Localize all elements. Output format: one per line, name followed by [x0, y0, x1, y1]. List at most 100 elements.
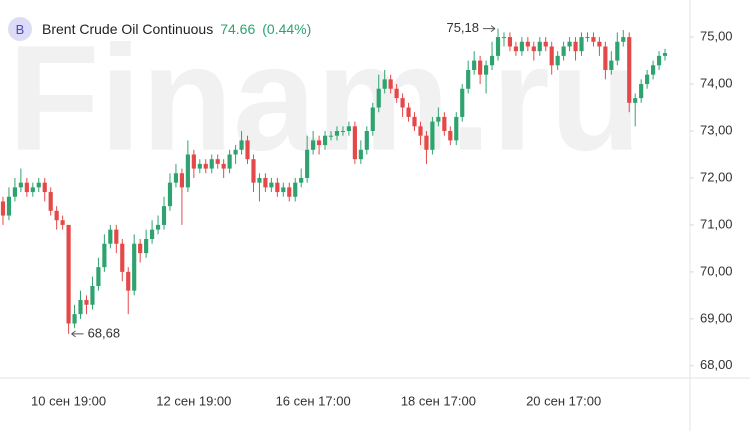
candle-body [537, 41, 542, 52]
candle-body [412, 116, 417, 127]
candle-body [615, 41, 620, 61]
candle-body [561, 46, 566, 56]
candle-body [305, 149, 310, 178]
candle-body [549, 46, 554, 66]
candle-body [138, 243, 143, 254]
candle-body [96, 267, 101, 286]
candle-body [430, 121, 435, 150]
candle-body [585, 37, 590, 39]
candle-body [328, 135, 334, 137]
candle-body [299, 177, 304, 183]
candle-body [281, 187, 286, 193]
candle-body [126, 271, 131, 291]
candle-body [60, 220, 65, 225]
candle-body [466, 69, 471, 89]
low-arrow [71, 330, 84, 338]
candle-body [400, 98, 405, 108]
candle-body [525, 41, 530, 47]
candle-body [645, 74, 650, 85]
candle-body [72, 314, 77, 324]
candle-body [173, 173, 179, 183]
candle-body [579, 37, 584, 52]
candle-body [597, 41, 602, 47]
x-tick-label: 20 сен 17:00 [526, 393, 601, 408]
candle-body [633, 98, 638, 103]
candle-body [484, 65, 489, 75]
candle-body [543, 41, 548, 47]
candle-body [167, 182, 173, 207]
x-tick-label: 18 сен 17:00 [401, 393, 476, 408]
candle-body [275, 182, 280, 193]
y-tick-label: 68,00 [700, 357, 733, 372]
candle-body [442, 116, 447, 132]
x-tick-label: 12 сен 19:00 [156, 393, 231, 408]
candle-body [656, 55, 662, 66]
candle-body [161, 206, 167, 225]
candle-body [513, 46, 518, 52]
header: B Brent Crude Oil Continuous 74.66 (0.44… [8, 17, 311, 41]
candle-body [651, 65, 656, 75]
candle-body [239, 140, 244, 150]
candle-body [78, 300, 83, 315]
candle-body [269, 182, 274, 188]
candle-body [197, 163, 202, 169]
candle-body [311, 140, 316, 150]
candle-body [662, 53, 668, 56]
candle-body [501, 37, 507, 39]
candle-body [358, 149, 363, 160]
high-label: 75,18 [446, 20, 479, 35]
candle-body [84, 300, 89, 305]
candle-body [102, 243, 107, 268]
candle-body [382, 79, 387, 89]
y-tick-label: 74,00 [700, 75, 733, 90]
candle-body [472, 60, 477, 70]
candle-body [24, 182, 29, 193]
candle-body [495, 37, 501, 56]
candle-body [609, 60, 614, 70]
candle-body [6, 196, 12, 216]
candle-body [478, 60, 483, 75]
candle-body [352, 126, 357, 160]
candle-body [591, 37, 596, 42]
candle-body [519, 41, 524, 52]
candle-body [436, 116, 441, 122]
candle-body [454, 116, 459, 141]
candle-body [317, 140, 322, 146]
y-tick-label: 72,00 [700, 169, 733, 184]
badge: B [8, 17, 32, 41]
last-price: 74.66 [220, 21, 256, 37]
candle-body [185, 154, 190, 188]
candle-body [621, 37, 626, 42]
candle-body [245, 140, 250, 160]
candle-body [573, 41, 578, 52]
candle-body [555, 55, 560, 66]
title: Brent Crude Oil Continuous [42, 21, 214, 37]
y-tick-label: 71,00 [700, 216, 733, 231]
candle-body [18, 182, 23, 188]
candle-body [36, 182, 41, 188]
candle-body [30, 187, 35, 193]
candle-body [489, 55, 495, 66]
candle-body [257, 177, 262, 183]
candle-body [418, 126, 423, 136]
x-tick-label: 16 сен 17:00 [276, 393, 351, 408]
candle-body [144, 239, 149, 254]
candle-body [507, 37, 513, 47]
y-tick-label: 75,00 [700, 29, 733, 44]
candle-body [233, 149, 238, 155]
candle-body [203, 163, 208, 169]
high-arrow [483, 25, 496, 33]
candle-body [221, 163, 226, 169]
candle-body [0, 201, 6, 216]
candle-body [370, 107, 375, 132]
candle-body [364, 131, 369, 150]
candle-body [215, 159, 220, 164]
candle-body [394, 88, 399, 99]
candle-body [150, 229, 155, 240]
candle-body [132, 243, 137, 291]
candle-body [603, 46, 608, 70]
candle-body [42, 182, 47, 193]
candle-body [251, 159, 256, 183]
